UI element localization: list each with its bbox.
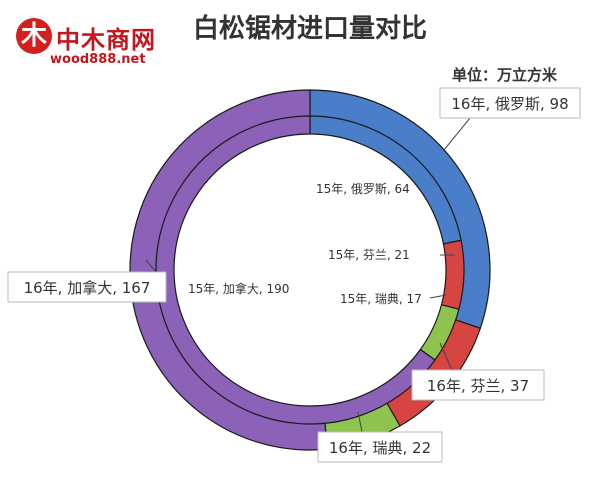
data-label-inner-瑞典: 15年, 瑞典, 17 [340, 292, 422, 306]
logo: 木 中木商网 wood888.net [6, 8, 156, 70]
logo-url: wood888.net [50, 52, 146, 67]
slice-15年-加拿大 [155, 115, 436, 425]
data-label-outer-加拿大: 16年, 加拿大, 167 [24, 279, 151, 297]
logo-mark: 木 [16, 18, 52, 54]
unit-label: 单位：万立方米 [452, 66, 558, 84]
data-label-inner-加拿大: 15年, 加拿大, 190 [188, 281, 289, 296]
label-box-outer-俄罗斯 [439, 87, 581, 119]
label-box-outer-芬兰 [411, 369, 545, 401]
label-box-outer-瑞典 [317, 431, 443, 463]
data-label-outer-瑞典: 16年, 瑞典, 22 [329, 439, 431, 457]
logo-mark-glyph: 木 [20, 21, 47, 51]
slice-15年-芬兰 [440, 239, 465, 311]
leader-line-outer-俄罗斯 [443, 117, 471, 151]
leader-line-inner-瑞典 [429, 294, 447, 299]
leader-line-outer-瑞典 [357, 411, 363, 433]
data-label-outer-俄罗斯: 16年, 俄罗斯, 98 [451, 95, 568, 113]
leader-line-outer-芬兰 [439, 342, 453, 371]
logo-name: 中木商网 [56, 25, 156, 54]
label-box-outer-加拿大 [7, 271, 167, 303]
chart-title: 白松锯材进口量对比 [192, 14, 427, 44]
data-label-inner-俄罗斯: 15年, 俄罗斯, 64 [316, 182, 410, 196]
data-label-inner-芬兰: 15年, 芬兰, 21 [328, 248, 410, 262]
data-label-outer-芬兰: 16年, 芬兰, 37 [427, 377, 529, 395]
